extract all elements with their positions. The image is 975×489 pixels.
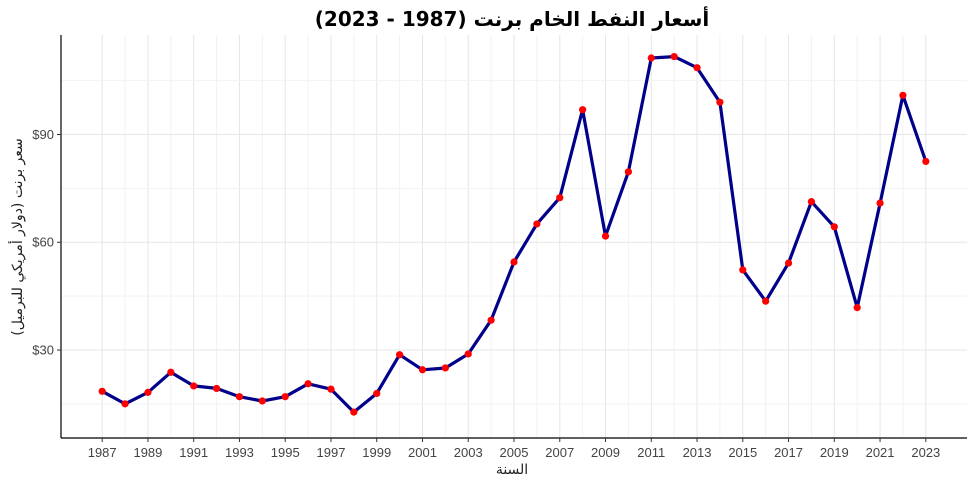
x-tick-label: 1989	[133, 445, 162, 460]
x-tick-label: 1995	[271, 445, 300, 460]
data-point	[396, 351, 404, 359]
data-point	[167, 368, 175, 376]
data-point	[510, 258, 518, 266]
x-tick-label: 2011	[637, 445, 665, 460]
x-tick-label: 2003	[454, 445, 483, 460]
data-point	[98, 387, 106, 395]
data-point	[212, 384, 221, 393]
data-point	[922, 157, 930, 166]
data-point	[190, 382, 198, 390]
data-point	[624, 168, 632, 176]
data-point	[281, 393, 289, 401]
data-point	[121, 400, 129, 408]
data-point	[601, 232, 610, 240]
y-axis-title: سعر برنت (دولار أمريكي للبرميل)	[8, 138, 26, 336]
data-point	[899, 91, 907, 99]
data-point	[853, 304, 861, 312]
chart-title: أسعار النفط الخام برنت (1987 - 2023)	[315, 5, 709, 31]
data-point	[579, 106, 587, 114]
x-tick-label: 1993	[225, 445, 254, 460]
data-point	[716, 98, 724, 106]
data-point	[144, 388, 152, 396]
data-point	[350, 408, 358, 416]
x-tick-label: 1997	[317, 445, 346, 460]
x-tick-label: 2015	[728, 445, 757, 460]
data-point	[441, 364, 449, 372]
data-point	[784, 259, 793, 267]
data-point	[258, 397, 266, 405]
data-point	[762, 297, 770, 305]
x-tick-label: 1991	[179, 445, 208, 460]
data-point	[739, 266, 747, 274]
data-point	[487, 316, 495, 324]
x-tick-label: 2005	[500, 445, 529, 460]
data-point	[693, 64, 701, 72]
x-tick-label: 1987	[88, 445, 117, 460]
data-point	[556, 194, 564, 202]
x-tick-label: 2001	[408, 445, 437, 460]
y-tick-label: $60	[32, 235, 54, 250]
x-tick-label: 2023	[911, 445, 940, 460]
x-tick-label: 1999	[362, 445, 391, 460]
x-axis-ticks: 1987 1989 1991 1993 1995 1997 1999 2001 2003 2005…	[88, 438, 940, 460]
data-point	[830, 223, 838, 231]
y-axis-ticks: $30 $60 $90	[32, 127, 61, 358]
data-point	[464, 350, 472, 358]
x-tick-label: 2007	[545, 445, 574, 460]
data-point	[533, 220, 541, 228]
x-tick-label: 2013	[683, 445, 712, 460]
data-point	[235, 393, 244, 401]
x-tick-label: 2017	[774, 445, 803, 460]
x-tick-label: 2009	[591, 445, 620, 460]
data-point	[647, 54, 655, 62]
data-point	[418, 366, 427, 374]
data-point	[876, 199, 884, 207]
x-tick-label: 2021	[866, 445, 895, 460]
data-point	[304, 380, 312, 388]
grid-layer	[61, 35, 967, 438]
data-points	[98, 52, 930, 416]
data-point	[373, 389, 381, 398]
data-point	[327, 385, 335, 393]
data-point	[670, 52, 678, 61]
x-tick-label: 2019	[820, 445, 849, 460]
y-tick-label: $90	[32, 127, 54, 142]
x-axis-title: السنة	[496, 462, 528, 478]
y-tick-label: $30	[32, 343, 54, 358]
data-point	[807, 198, 816, 206]
